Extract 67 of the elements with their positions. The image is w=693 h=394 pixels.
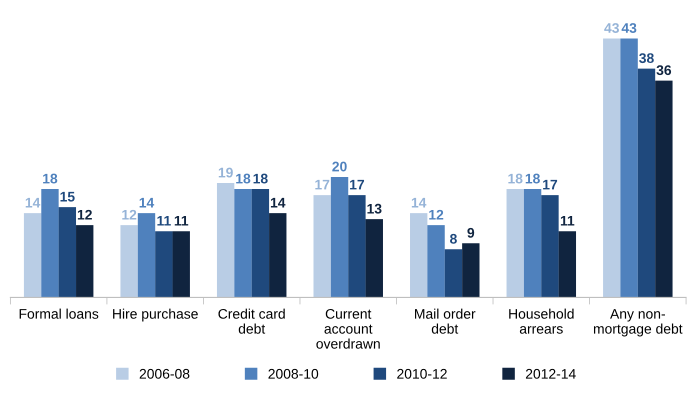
bar <box>155 231 173 298</box>
data-label: 9 <box>467 228 474 238</box>
data-label: 13 <box>367 204 382 214</box>
data-label: 18 <box>526 174 540 184</box>
data-label: 14 <box>26 198 40 208</box>
data-label: 38 <box>639 53 654 64</box>
bar <box>172 231 190 298</box>
data-label: 18 <box>508 174 523 184</box>
data-label: 18 <box>236 174 250 184</box>
data-label: 12 <box>122 210 136 220</box>
bar <box>603 38 620 298</box>
bar <box>120 225 138 298</box>
bar <box>313 195 331 298</box>
data-label: 43 <box>622 23 636 33</box>
x-tick-label: Mail order debt <box>415 308 476 334</box>
x-tick-label: Formal loans <box>20 308 98 319</box>
bar <box>234 189 252 298</box>
data-label: 36 <box>656 65 672 76</box>
data-label: 43 <box>604 23 619 33</box>
data-label: 14 <box>412 198 426 208</box>
bar <box>444 249 462 298</box>
legend-label: 2010-12 <box>397 368 447 379</box>
bar <box>366 219 383 298</box>
bar <box>427 225 445 298</box>
bar <box>252 189 270 298</box>
legend-label: 2006-08 <box>140 368 190 379</box>
x-tick-label: Household arrears <box>509 308 574 334</box>
data-label: 12 <box>78 210 92 220</box>
data-label: 17 <box>543 180 558 190</box>
bar <box>24 213 42 298</box>
bar <box>330 176 348 298</box>
bar <box>76 225 94 298</box>
bar <box>558 231 576 298</box>
legend-label: 2008-10 <box>268 368 318 379</box>
data-label: 17 <box>315 180 330 190</box>
bar <box>620 38 638 298</box>
bar <box>58 207 76 298</box>
bar <box>506 189 524 298</box>
bar <box>138 213 156 298</box>
data-label: 18 <box>43 174 58 184</box>
data-label: 15 <box>60 192 75 202</box>
data-label: 19 <box>218 168 233 178</box>
bar <box>41 189 59 298</box>
bar <box>541 195 559 298</box>
x-tick-label: Hire purchase <box>113 308 198 322</box>
bar <box>216 183 234 298</box>
x-tick-label: Credit card debt <box>218 308 285 334</box>
bar <box>410 213 428 298</box>
legend-label: 2012-14 <box>526 368 576 379</box>
data-label: 11 <box>157 216 171 226</box>
data-label: 14 <box>270 198 286 208</box>
data-label: 18 <box>254 174 268 184</box>
bar <box>348 195 366 298</box>
data-label: 17 <box>350 180 364 190</box>
bar <box>638 68 656 298</box>
data-label: 12 <box>429 210 444 220</box>
bar <box>524 189 542 298</box>
bar <box>655 80 673 298</box>
data-label: 14 <box>140 198 154 208</box>
x-tick-label: Current account overdrawn <box>316 308 380 349</box>
bar <box>462 243 480 298</box>
bar <box>269 213 286 298</box>
data-label: 11 <box>560 216 574 226</box>
data-label: 11 <box>174 216 188 226</box>
data-label: 8 <box>450 234 457 244</box>
x-tick-label: Any non- mortgage debt <box>594 309 682 336</box>
data-label: 20 <box>332 162 347 172</box>
